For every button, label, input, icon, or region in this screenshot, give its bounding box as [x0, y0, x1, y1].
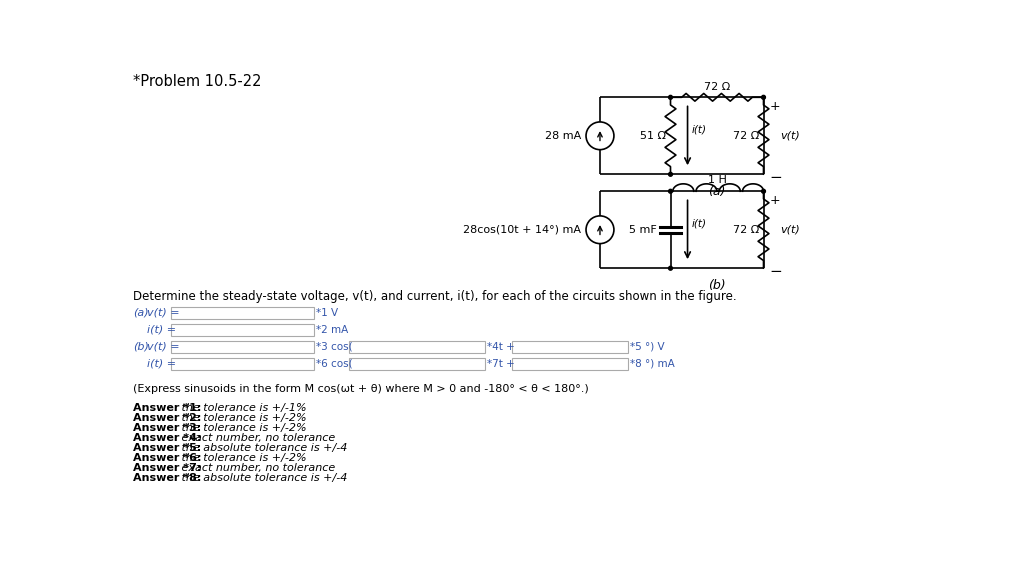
Text: *2 mA: *2 mA	[316, 325, 348, 335]
Text: the tolerance is +/-2%: the tolerance is +/-2%	[178, 423, 307, 433]
Text: Answer *8:: Answer *8:	[133, 473, 202, 483]
Text: +: +	[770, 193, 780, 206]
Text: the absolute tolerance is +/-4: the absolute tolerance is +/-4	[178, 443, 348, 453]
Text: 72 Ω: 72 Ω	[733, 225, 760, 235]
Text: *7t +: *7t +	[486, 359, 515, 369]
Text: *8 °) mA: *8 °) mA	[630, 359, 675, 369]
Text: (b): (b)	[133, 342, 150, 352]
Text: *4t +: *4t +	[486, 342, 515, 352]
Text: the tolerance is +/-1%: the tolerance is +/-1%	[178, 403, 307, 413]
Text: (a): (a)	[709, 185, 726, 198]
Text: exact number, no tolerance: exact number, no tolerance	[178, 463, 336, 473]
Text: v(t): v(t)	[780, 131, 801, 141]
Text: i(t): i(t)	[691, 219, 707, 229]
FancyBboxPatch shape	[512, 341, 628, 353]
Text: *6 cos(: *6 cos(	[316, 359, 353, 369]
Text: v(t) =: v(t) =	[147, 342, 180, 352]
FancyBboxPatch shape	[171, 341, 314, 353]
Text: 72 Ω: 72 Ω	[703, 82, 730, 92]
Text: (b): (b)	[709, 279, 726, 292]
Text: Determine the steady-state voltage, v(t), and current, i(t), for each of the cir: Determine the steady-state voltage, v(t)…	[133, 290, 737, 303]
Circle shape	[669, 172, 673, 176]
Text: 28cos(10t + 14°) mA: 28cos(10t + 14°) mA	[464, 225, 582, 235]
Text: Answer *2:: Answer *2:	[133, 413, 202, 423]
Text: i(t) =: i(t) =	[147, 359, 176, 369]
FancyBboxPatch shape	[349, 358, 484, 370]
Circle shape	[762, 189, 765, 193]
Text: Answer *7:: Answer *7:	[133, 463, 202, 473]
Text: (Express sinusoids in the form M cos(ωt + θ) where M > 0 and -180° < θ < 180°.): (Express sinusoids in the form M cos(ωt …	[133, 384, 589, 393]
Text: Answer *3:: Answer *3:	[133, 423, 202, 433]
Circle shape	[669, 95, 673, 99]
Text: 28 mA: 28 mA	[545, 131, 582, 141]
FancyBboxPatch shape	[171, 358, 314, 370]
Text: Answer *6:: Answer *6:	[133, 453, 202, 463]
Text: Answer *1:: Answer *1:	[133, 403, 202, 413]
Text: *5 °) V: *5 °) V	[630, 342, 665, 352]
Text: 72 Ω: 72 Ω	[733, 131, 760, 141]
Text: +: +	[770, 100, 780, 113]
Text: 51 Ω: 51 Ω	[640, 131, 667, 141]
Text: (a): (a)	[133, 308, 150, 318]
Text: 1 H: 1 H	[708, 175, 726, 185]
Text: Answer *4:: Answer *4:	[133, 433, 202, 443]
Text: −: −	[770, 170, 782, 185]
Circle shape	[762, 95, 765, 99]
FancyBboxPatch shape	[349, 341, 484, 353]
Text: i(t): i(t)	[691, 125, 707, 134]
Text: *Problem 10.5-22: *Problem 10.5-22	[133, 74, 262, 89]
Text: the tolerance is +/-2%: the tolerance is +/-2%	[178, 413, 307, 423]
Text: the absolute tolerance is +/-4: the absolute tolerance is +/-4	[178, 473, 348, 483]
FancyBboxPatch shape	[512, 358, 628, 370]
Text: *1 V: *1 V	[316, 308, 339, 318]
Circle shape	[669, 266, 673, 270]
Text: 5 mF: 5 mF	[629, 225, 656, 235]
Text: v(t): v(t)	[780, 225, 801, 235]
Text: the tolerance is +/-2%: the tolerance is +/-2%	[178, 453, 307, 463]
Text: −: −	[770, 264, 782, 278]
Circle shape	[669, 189, 673, 193]
Text: Answer *5:: Answer *5:	[133, 443, 202, 453]
Text: exact number, no tolerance: exact number, no tolerance	[178, 433, 336, 443]
FancyBboxPatch shape	[171, 324, 314, 336]
Text: *3 cos(: *3 cos(	[316, 342, 353, 352]
Text: i(t) =: i(t) =	[147, 325, 176, 335]
FancyBboxPatch shape	[171, 307, 314, 319]
Text: v(t) =: v(t) =	[147, 308, 180, 318]
